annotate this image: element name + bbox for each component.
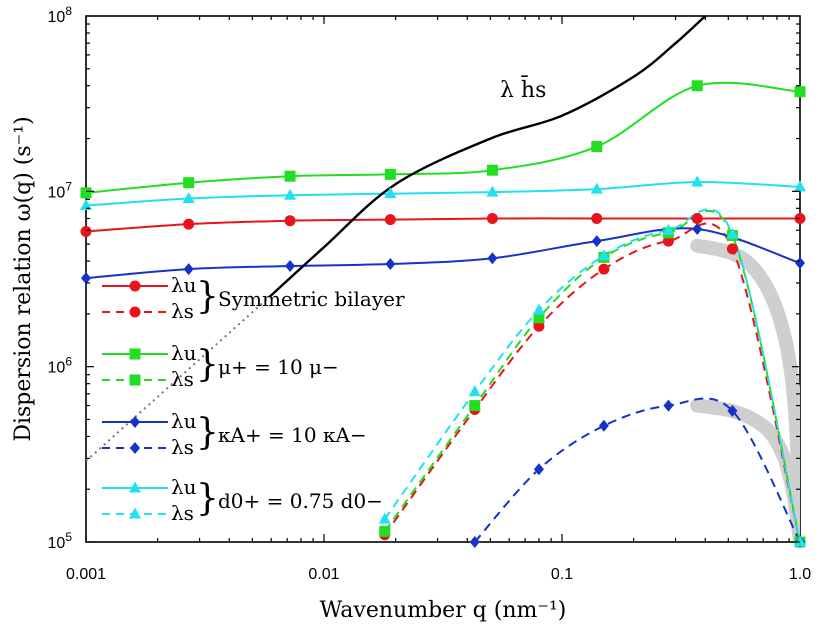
legend-brace: } bbox=[196, 276, 219, 317]
data-point-cyan_s bbox=[662, 223, 675, 235]
data-point-cyan_u bbox=[80, 199, 92, 211]
legend-label-u: λu bbox=[171, 341, 197, 365]
data-point-blue_u bbox=[385, 258, 396, 271]
data-point-blue_u bbox=[285, 260, 296, 273]
series-line-cyan_u bbox=[86, 180, 800, 207]
legend-label-u: λu bbox=[171, 273, 197, 297]
x-tick-label: 0.01 bbox=[308, 566, 339, 583]
data-point-green_u bbox=[284, 170, 296, 182]
legend-marker-s bbox=[129, 306, 141, 318]
legend-brace: } bbox=[196, 478, 219, 519]
marker-layer bbox=[80, 80, 806, 548]
series-line-black_hs bbox=[268, 16, 707, 298]
legend-marker-s bbox=[129, 374, 141, 386]
data-point-green_u bbox=[80, 187, 92, 199]
data-point-cyan_s bbox=[794, 535, 806, 547]
series-line-blue_u bbox=[86, 227, 800, 280]
data-point-green_u bbox=[183, 177, 195, 189]
x-axis-label: Wavenumber q (nm⁻¹) bbox=[320, 598, 567, 623]
legend-label-s: λs bbox=[171, 435, 194, 459]
legend-marker-u bbox=[129, 348, 141, 360]
data-point-green_u bbox=[384, 168, 396, 180]
data-point-cyan_u bbox=[691, 175, 704, 187]
data-point-red_u bbox=[486, 212, 498, 224]
data-point-cyan_u bbox=[486, 185, 499, 197]
data-point-cyan_u bbox=[384, 187, 397, 199]
y-tick-label: 105 bbox=[48, 530, 73, 552]
data-point-cyan_s bbox=[378, 512, 391, 524]
data-point-red_u bbox=[384, 214, 396, 226]
legend-label-s: λs bbox=[171, 501, 194, 525]
data-point-blue_s bbox=[663, 399, 674, 412]
data-point-cyan_u bbox=[182, 192, 195, 204]
data-point-cyan_s bbox=[468, 385, 481, 397]
data-point-green_u bbox=[591, 141, 603, 153]
axis-ticks bbox=[85, 16, 800, 543]
legend-label-u: λu bbox=[171, 409, 197, 433]
legend-marker-s bbox=[129, 507, 141, 519]
data-point-blue_s bbox=[533, 463, 544, 476]
legend-marker-u bbox=[130, 416, 140, 428]
data-point-blue_s bbox=[598, 419, 609, 432]
data-point-cyan_u bbox=[590, 182, 603, 194]
data-point-red_s bbox=[533, 320, 545, 332]
series-line-green_u bbox=[86, 81, 800, 194]
legend-label-u: λu bbox=[171, 475, 197, 499]
data-point-red_u bbox=[591, 212, 603, 224]
legend-marker-u bbox=[129, 481, 141, 493]
y-tick-label: 107 bbox=[48, 179, 73, 201]
data-point-blue_u bbox=[81, 272, 91, 285]
x-tick-labels: 0.001 0.01 0.1 1.0 bbox=[66, 566, 811, 583]
legend-group-label: μ+ = 10 μ− bbox=[218, 355, 339, 379]
data-point-green_s bbox=[469, 400, 481, 412]
data-point-cyan_s bbox=[726, 227, 739, 239]
data-point-green_s bbox=[379, 525, 391, 537]
data-point-blue_u bbox=[487, 252, 498, 265]
legend-brace: } bbox=[196, 412, 219, 453]
data-point-blue_s bbox=[727, 404, 738, 417]
data-point-cyan_u bbox=[794, 180, 806, 192]
y-axis-label: Dispersion relation ω(q) (s⁻¹) bbox=[11, 116, 36, 441]
data-point-blue_u bbox=[795, 257, 805, 270]
data-point-red_u bbox=[284, 215, 296, 227]
y-tick-label: 108 bbox=[48, 4, 73, 26]
legend-group-label: Symmetric bilayer bbox=[218, 287, 405, 311]
data-point-red_s bbox=[598, 263, 610, 275]
data-point-blue_u bbox=[183, 263, 194, 276]
legend-brace: } bbox=[196, 344, 219, 385]
data-point-blue_u bbox=[591, 235, 602, 248]
legend-marker-s bbox=[130, 442, 140, 454]
hs-curve-annotation: λ h̄s bbox=[500, 75, 546, 103]
legend-group-label: κA+ = 10 κA− bbox=[218, 423, 367, 447]
data-point-green_u bbox=[691, 80, 703, 92]
data-point-green_u bbox=[486, 164, 498, 176]
data-point-green_u bbox=[794, 86, 806, 98]
data-point-green_s bbox=[533, 312, 545, 324]
data-point-red_u bbox=[691, 212, 703, 224]
legend-label-s: λs bbox=[171, 367, 194, 391]
data-point-cyan_s bbox=[532, 303, 545, 315]
x-tick-label: 0.1 bbox=[551, 566, 573, 583]
highlight-band-2 bbox=[690, 398, 800, 542]
data-point-red_u bbox=[80, 226, 92, 238]
data-point-cyan_s bbox=[597, 249, 610, 261]
legend-marker-u bbox=[129, 280, 141, 292]
y-tick-label: 106 bbox=[48, 355, 73, 377]
legend-group-label: d0+ = 0.75 d0− bbox=[218, 489, 383, 513]
data-point-blue_u bbox=[692, 222, 703, 235]
legend-label-s: λs bbox=[171, 299, 194, 323]
series-line-red_s bbox=[383, 222, 800, 542]
data-point-red_s bbox=[726, 243, 738, 255]
y-tick-labels: 105 106 107 108 bbox=[48, 4, 73, 552]
data-point-red_u bbox=[183, 218, 195, 230]
series-line-red_u bbox=[86, 217, 800, 233]
x-tick-label: 1.0 bbox=[789, 566, 811, 583]
data-point-red_s bbox=[662, 235, 674, 247]
x-tick-label: 0.001 bbox=[66, 566, 106, 583]
data-point-blue_s bbox=[469, 536, 480, 548]
data-point-cyan_u bbox=[284, 188, 297, 200]
